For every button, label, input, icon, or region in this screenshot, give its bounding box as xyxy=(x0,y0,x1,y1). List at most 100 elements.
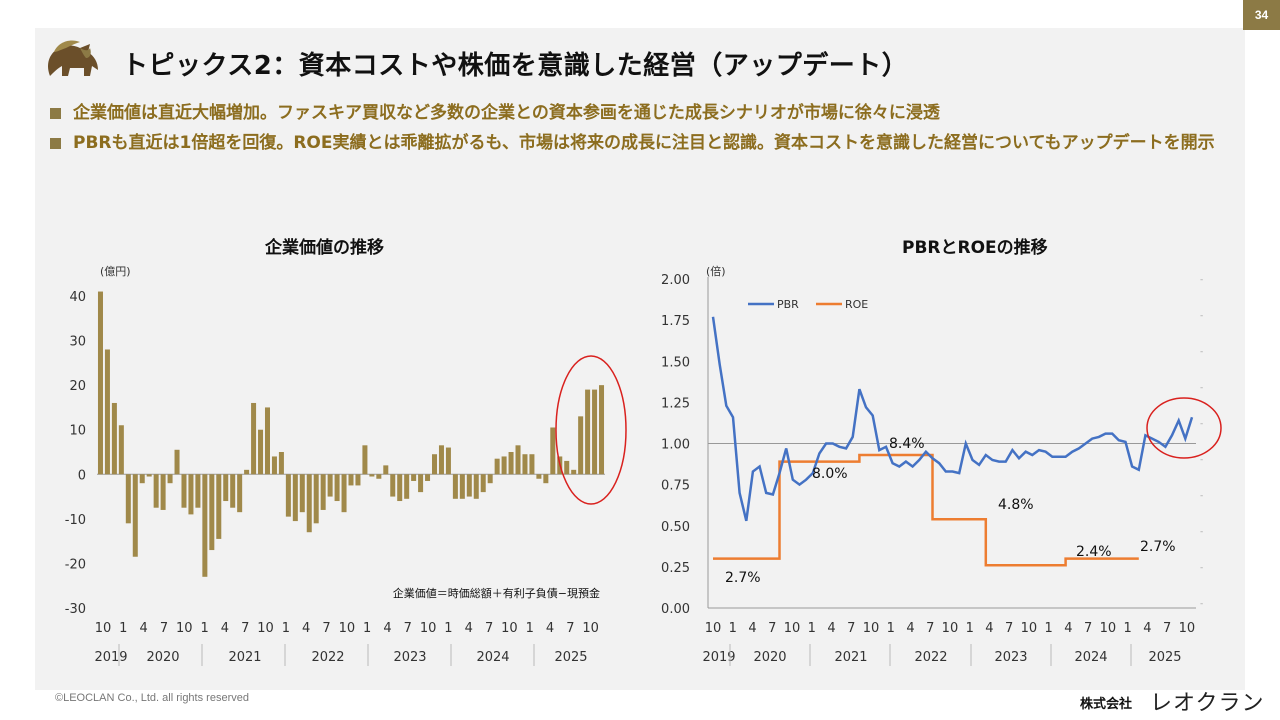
bar xyxy=(230,474,236,508)
x-tick-label: 1 xyxy=(729,621,737,636)
secondary-axis-tick: - xyxy=(1200,563,1203,573)
secondary-axis-tick: - xyxy=(1200,419,1203,429)
bar xyxy=(369,474,375,477)
bar xyxy=(258,429,264,475)
x-tick-label: 4 xyxy=(1143,621,1151,636)
bar xyxy=(334,474,340,502)
y-tick-label: 1.50 xyxy=(661,355,690,370)
x-tick-label: 4 xyxy=(221,621,229,636)
x-tick-label: 10 xyxy=(863,621,880,636)
x-tick-label: 1 xyxy=(200,621,208,636)
y-tick-label: 1.75 xyxy=(661,314,690,329)
year-label: 2020 xyxy=(146,650,179,665)
bar xyxy=(445,447,451,475)
bar xyxy=(264,407,270,475)
bar xyxy=(355,474,361,486)
y-tick-label: -20 xyxy=(65,557,86,572)
roe-annotation: 2.7% xyxy=(725,570,761,586)
x-tick-label: 7 xyxy=(485,621,493,636)
roe-line xyxy=(713,453,1139,567)
y-tick-label: 30 xyxy=(69,335,86,350)
bar xyxy=(188,474,194,515)
pbr-roe-line-chart: 2.00 1.75 1.50 1.25 1.00 0.75 0.50 0.25 0.00 (倍) -… xyxy=(661,264,1222,666)
bar xyxy=(125,474,131,524)
bar xyxy=(285,474,291,517)
x-tick-label: 10 xyxy=(95,621,112,636)
x-tick-label: 10 xyxy=(257,621,274,636)
x-tick-label: 10 xyxy=(176,621,193,636)
x-tick-label: 4 xyxy=(906,621,914,636)
formula-note: 企業価値＝時価総額＋有利子負債−現預金 xyxy=(393,586,600,600)
year-label: 2021 xyxy=(834,650,867,665)
y-tick-label: 10 xyxy=(69,424,86,439)
secondary-axis-tick: - xyxy=(1200,455,1203,465)
bar xyxy=(508,452,514,475)
bar xyxy=(473,474,479,499)
secondary-axis-tick: - xyxy=(1200,311,1203,321)
x-tick-label: 7 xyxy=(160,621,168,636)
bar xyxy=(571,469,577,475)
secondary-axis-tick: - xyxy=(1200,275,1203,285)
y-tick-label: 40 xyxy=(69,290,86,305)
x-tick-label: 7 xyxy=(1163,621,1171,636)
x-tick-label: 10 xyxy=(705,621,722,636)
x-tick-label: 1 xyxy=(1124,621,1132,636)
bar xyxy=(550,427,556,475)
x-tick-label: 1 xyxy=(966,621,974,636)
y-tick-label: 0.50 xyxy=(661,520,690,535)
bar xyxy=(132,474,138,557)
secondary-axis-tick: - xyxy=(1200,491,1203,501)
x-tick-label: 7 xyxy=(404,621,412,636)
y-tick-label: 0 xyxy=(78,468,86,483)
year-label: 2019 xyxy=(94,650,127,665)
bar xyxy=(104,349,110,475)
x-tick-label: 1 xyxy=(363,621,371,636)
bar xyxy=(383,465,389,475)
bar xyxy=(487,474,493,484)
slide-title: トピックス2：資本コストや株価を意識した経営（アップデート） xyxy=(122,51,909,81)
copyright-text: ©LEOCLAN Co., Ltd. all rights reserved xyxy=(55,692,249,704)
bar xyxy=(160,474,166,510)
x-tick-label: 7 xyxy=(322,621,330,636)
bar xyxy=(195,474,201,508)
bar xyxy=(299,474,305,513)
bar xyxy=(146,474,152,477)
square-bullet-icon xyxy=(50,108,61,119)
year-label: 2021 xyxy=(228,650,261,665)
bar xyxy=(397,474,403,502)
x-tick-label: 10 xyxy=(582,621,599,636)
bar xyxy=(244,469,250,475)
bar xyxy=(278,452,284,475)
bullet-item: 企業価値は直近大幅増加。ファスキア買収など多数の企業との資本参画を通じた成長シナ… xyxy=(48,102,1218,125)
bar xyxy=(501,456,507,475)
bullet-list: 企業価値は直近大幅増加。ファスキア買収など多数の企業との資本参画を通じた成長シナ… xyxy=(48,102,1218,162)
bar xyxy=(202,474,208,577)
y-unit-label: (億円) xyxy=(100,265,131,278)
y-tick-label: -30 xyxy=(65,602,86,617)
bar xyxy=(578,416,584,475)
y-unit-label: (倍) xyxy=(706,264,726,278)
bar xyxy=(466,474,472,497)
legend-roe-label: ROE xyxy=(845,298,868,311)
secondary-axis-tick: - xyxy=(1200,599,1203,609)
lion-logo-icon xyxy=(48,40,98,76)
x-tick-label: 10 xyxy=(1021,621,1038,636)
roe-annotation: 2.7% xyxy=(1140,539,1176,555)
x-tick-label: 1 xyxy=(282,621,290,636)
x-tick-label: 10 xyxy=(339,621,356,636)
bar xyxy=(459,474,465,499)
x-tick-label: 1 xyxy=(119,621,127,636)
x-tick-label: 7 xyxy=(847,621,855,636)
year-label: 2023 xyxy=(393,650,426,665)
year-label: 2022 xyxy=(311,650,344,665)
bar xyxy=(390,474,396,497)
bar xyxy=(536,474,542,479)
x-tick-label: 7 xyxy=(768,621,776,636)
brand-logo-text: レオクラン xyxy=(1150,691,1265,716)
x-tick-label: 7 xyxy=(1084,621,1092,636)
bar xyxy=(522,454,528,475)
year-label: 2025 xyxy=(1148,650,1181,665)
x-tick-label: 1 xyxy=(526,621,534,636)
bullet-item: PBRも直近は1倍超を回復。ROE実績とは乖離拡がるも、市場は将来の成長に注目と… xyxy=(48,132,1218,155)
